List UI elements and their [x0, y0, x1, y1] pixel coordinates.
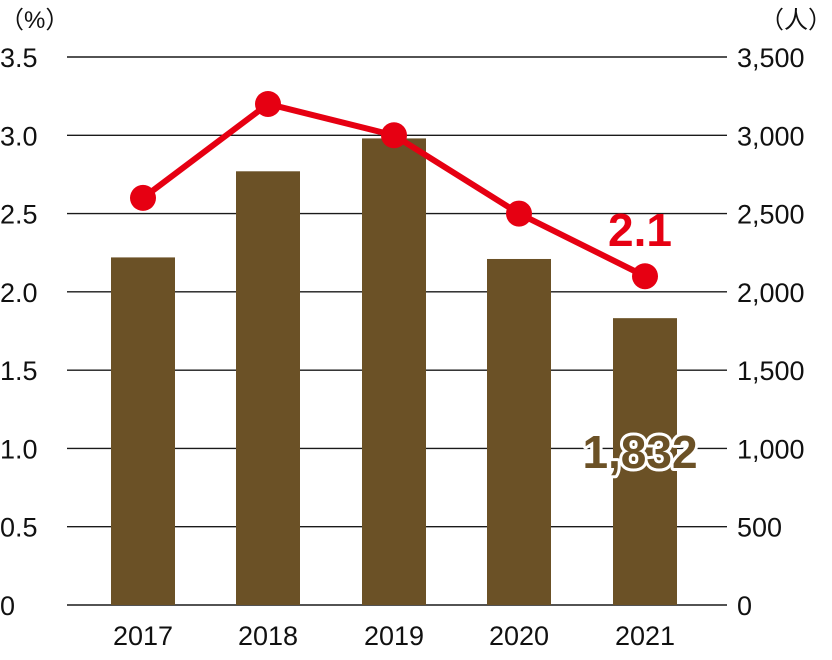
bar: [613, 318, 677, 605]
bar: [236, 171, 300, 605]
left-tick-label: 3.0: [0, 121, 38, 151]
right-tick-label: 3,500: [737, 43, 805, 73]
right-tick-label: 0: [737, 591, 752, 621]
category-label: 2019: [364, 621, 424, 651]
line-point: [632, 263, 658, 290]
bar: [111, 257, 175, 605]
left-axis-unit: （%）: [0, 7, 69, 34]
line-point: [381, 122, 407, 149]
left-axis-ticks: 0 0.5 1.0 1.5 2.0 2.5 3.0 3.5: [0, 43, 38, 621]
line-point: [130, 184, 156, 211]
left-tick-label: 1.5: [0, 356, 38, 386]
category-label: 2021: [615, 621, 675, 651]
bar-series: [111, 138, 677, 605]
line-last-value-label: 2.1: [608, 204, 672, 256]
category-labels: 2017 2018 2019 2020 2021: [113, 621, 675, 651]
right-axis-ticks: 0 500 1,000 1,500 2,000 2,500 3,000 3,500: [737, 43, 805, 621]
bar: [362, 138, 426, 605]
right-axis-unit: （人）: [760, 7, 832, 34]
right-tick-label: 2,000: [737, 278, 805, 308]
right-tick-label: 1,000: [737, 434, 805, 464]
line-point: [255, 90, 281, 117]
category-label: 2020: [489, 621, 549, 651]
left-tick-label: 1.0: [0, 434, 38, 464]
left-tick-label: 0: [0, 591, 15, 621]
line-series: [130, 90, 658, 290]
line-point: [506, 200, 532, 227]
left-tick-label: 2.5: [0, 200, 38, 230]
right-tick-label: 1,500: [737, 356, 805, 386]
right-tick-label: 3,000: [737, 121, 805, 151]
bar-last-value-label: 1,832: [582, 426, 697, 478]
right-tick-label: 500: [737, 513, 782, 543]
left-tick-label: 3.5: [0, 43, 38, 73]
right-tick-label: 2,500: [737, 200, 805, 230]
category-label: 2018: [238, 621, 298, 651]
bar: [487, 258, 551, 605]
category-label: 2017: [113, 621, 173, 651]
left-tick-label: 2.0: [0, 278, 38, 308]
left-tick-label: 0.5: [0, 513, 38, 543]
